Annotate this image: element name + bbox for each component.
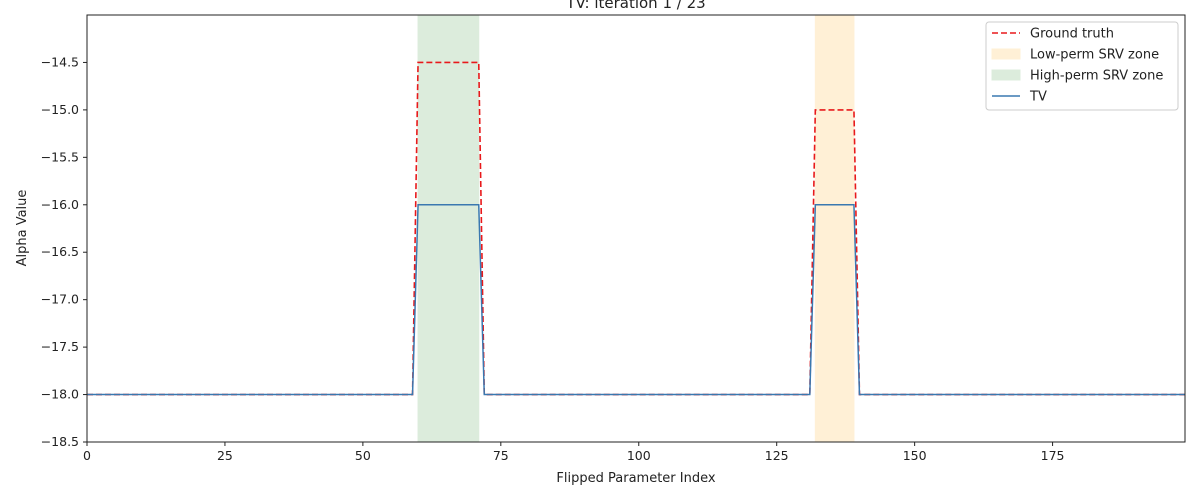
series-layer	[87, 61, 1185, 396]
ticks-layer: 0 25 50 75 100 125 150 175 −18.5 −18.0 −17.5 −17.0 −…	[41, 54, 1065, 463]
y-tick-label-0: −18.5	[41, 434, 79, 449]
y-tick-label-8: −14.5	[41, 54, 79, 69]
y-tick-label-5: −16.0	[41, 197, 79, 212]
x-tick-label-1: 25	[217, 448, 233, 463]
legend-swatch-1	[991, 48, 1021, 60]
legend-swatch-2	[991, 69, 1021, 81]
legend-label-0: Ground truth	[1030, 27, 1114, 42]
zone-band-0	[814, 14, 855, 443]
y-tick-label-7: −15.0	[41, 102, 79, 117]
x-tick-label-7: 175	[1041, 448, 1065, 463]
zones-layer	[417, 14, 855, 443]
series-line-1	[87, 204, 1185, 396]
x-axis-label: Flipped Parameter Index	[556, 471, 715, 486]
x-tick-label-3: 75	[493, 448, 509, 463]
x-tick-label-2: 50	[355, 448, 371, 463]
legend-label-3: TV	[1029, 90, 1047, 105]
legend-label-1: Low-perm SRV zone	[1030, 48, 1159, 63]
chart-title: TV: iteration 1 / 23	[565, 0, 705, 12]
y-tick-label-2: −17.5	[41, 339, 79, 354]
zone-band-1	[417, 14, 480, 443]
x-tick-label-4: 100	[627, 448, 651, 463]
legend: Ground truth Low-perm SRV zone High-perm S…	[985, 21, 1179, 111]
legend-label-2: High-perm SRV zone	[1030, 69, 1163, 84]
y-axis-label: Alpha Value	[15, 190, 30, 267]
x-tick-label-5: 125	[765, 448, 789, 463]
series-line-0	[87, 61, 1185, 396]
plot-frame	[86, 14, 1186, 443]
x-tick-label-6: 150	[903, 448, 927, 463]
legend-box	[985, 21, 1179, 111]
y-tick-label-3: −17.0	[41, 292, 79, 307]
y-tick-label-6: −15.5	[41, 149, 79, 164]
y-tick-label-4: −16.5	[41, 244, 79, 259]
x-tick-label-0: 0	[83, 448, 91, 463]
y-tick-label-1: −18.0	[41, 387, 79, 402]
